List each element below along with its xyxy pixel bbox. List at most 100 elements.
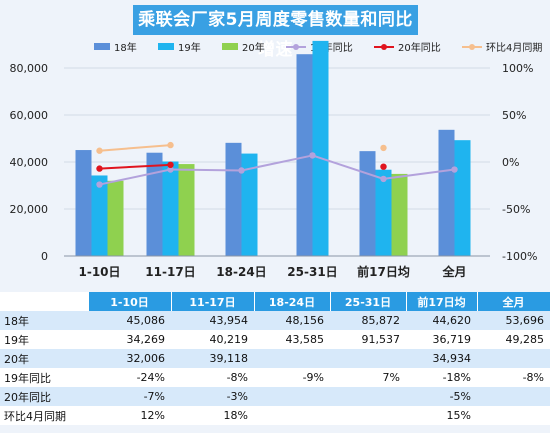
table-row-label: 20年 — [0, 349, 88, 368]
table-header-cell: 1-10日 — [88, 292, 172, 311]
table-cell: -9% — [254, 368, 330, 387]
y-left-tick-label: 60,000 — [10, 109, 49, 122]
table-cell: 7% — [330, 368, 406, 387]
table-row-label: 19年 — [0, 330, 88, 349]
bar — [375, 169, 392, 256]
table-row: 20年 32,006 39,118 34,934 — [0, 349, 550, 368]
table-row: 20年同比 -7% -3% -5% — [0, 387, 550, 406]
table-cell: -18% — [406, 368, 477, 387]
table-header-cell: 11-17日 — [171, 292, 255, 311]
y-right-tick-label: 0% — [502, 156, 519, 169]
table-cell: 44,620 — [406, 311, 477, 330]
legend-label: 18年 — [114, 41, 137, 54]
y-left-tick-label: 20,000 — [10, 203, 49, 216]
table-cell: 32,006 — [88, 349, 171, 368]
series-line-segment — [241, 154, 313, 172]
table-cell: 18% — [171, 406, 254, 425]
data-table: 1-10日 11-17日 18-24日 25-31日 前17日均 全月 18年 4… — [0, 292, 550, 425]
chart-axes: 0 20,000 40,000 60,000 80,000 -100% -50% 0% 50% 1… — [10, 62, 538, 279]
bar — [296, 54, 313, 256]
series-point — [309, 152, 316, 159]
table-row-label: 20年同比 — [0, 387, 88, 406]
series-point — [380, 144, 387, 152]
legend-swatch-marker — [293, 44, 299, 50]
table-cell: -5% — [406, 387, 477, 406]
y-left-tick-label: 40,000 — [10, 156, 49, 169]
series-line-segment — [99, 144, 171, 152]
table-cell: 40,219 — [171, 330, 254, 349]
table-header-cell: 18-24日 — [254, 292, 331, 311]
series-point — [167, 166, 174, 173]
bar — [162, 161, 179, 256]
table-cell — [330, 406, 406, 425]
table-header-cell: 前17日均 — [406, 292, 478, 311]
series-line-segment — [312, 154, 384, 180]
series-point — [96, 165, 103, 172]
series-line-segment — [170, 168, 242, 172]
legend-swatch-marker — [381, 44, 387, 50]
series-line-segment — [99, 163, 171, 170]
table-cell: 34,269 — [88, 330, 171, 349]
series-point — [167, 141, 174, 149]
table-row: 环比4月同期 12% 18% 15% — [0, 406, 550, 425]
table-cell: 12% — [88, 406, 171, 425]
bar — [359, 151, 376, 256]
table-row: 19年 34,269 40,219 43,585 91,537 36,719 49,285 — [0, 330, 550, 349]
legend: 18年 19年 20年 19年同比 20年同比 环比4月同期 — [94, 41, 542, 54]
table-corner — [0, 292, 89, 311]
series-point — [380, 175, 387, 183]
table-header-row: 1-10日 11-17日 18-24日 25-31日 前17日均 全月 — [0, 292, 550, 311]
table-cell: -8% — [171, 368, 254, 387]
table-cell: 45,086 — [88, 311, 171, 330]
legend-swatch-marker — [469, 44, 475, 50]
table-cell — [330, 349, 406, 368]
x-tick-label: 25-31日 — [287, 265, 337, 279]
bar — [107, 180, 124, 256]
bar — [75, 150, 92, 256]
x-tick-label: 18-24日 — [216, 265, 266, 279]
table-cell: 43,954 — [171, 311, 254, 330]
table-cell: 48,156 — [254, 311, 330, 330]
table-cell: -3% — [171, 387, 254, 406]
bar — [241, 153, 258, 256]
table-cell — [330, 387, 406, 406]
table-header-cell: 25-31日 — [330, 292, 407, 311]
bar — [454, 140, 471, 256]
series-line-segment — [383, 168, 455, 180]
table-cell — [254, 349, 330, 368]
table-cell: 36,719 — [406, 330, 477, 349]
bar — [312, 40, 329, 257]
x-tick-label: 全月 — [441, 264, 466, 279]
table-cell: -8% — [477, 368, 550, 387]
y-left-tick-label: 0 — [41, 250, 48, 263]
y-right-tick-label: -100% — [502, 250, 537, 263]
series-point — [380, 163, 387, 170]
x-tick-label: 1-10日 — [78, 265, 120, 279]
y-right-tick-label: -50% — [502, 203, 530, 216]
y-right-tick-label: 100% — [502, 62, 533, 75]
table-row-label: 环比4月同期 — [0, 406, 88, 425]
bar — [178, 164, 195, 256]
table-cell: 49,285 — [477, 330, 550, 349]
table-cell: -24% — [88, 368, 171, 387]
table-row-label: 19年同比 — [0, 368, 88, 387]
table-cell: 43,585 — [254, 330, 330, 349]
series-point — [167, 161, 174, 169]
table-cell — [477, 406, 550, 425]
legend-label: 20年同比 — [398, 41, 441, 54]
table-cell: 15% — [406, 406, 477, 425]
table-cell: 34,934 — [406, 349, 477, 368]
table-cell — [477, 387, 550, 406]
line-series-group — [96, 141, 458, 188]
x-tick-label: 11-17日 — [145, 265, 195, 279]
table-cell — [254, 406, 330, 425]
series-point — [96, 181, 103, 188]
series-point — [238, 167, 245, 174]
bar — [146, 152, 163, 256]
bar — [391, 173, 408, 256]
table-row-label: 18年 — [0, 311, 88, 330]
legend-label: 19年 — [178, 41, 201, 54]
series-line-segment — [99, 168, 171, 186]
table-row: 18年 45,086 43,954 48,156 85,872 44,620 53,696 — [0, 311, 550, 330]
legend-swatch — [222, 43, 238, 50]
